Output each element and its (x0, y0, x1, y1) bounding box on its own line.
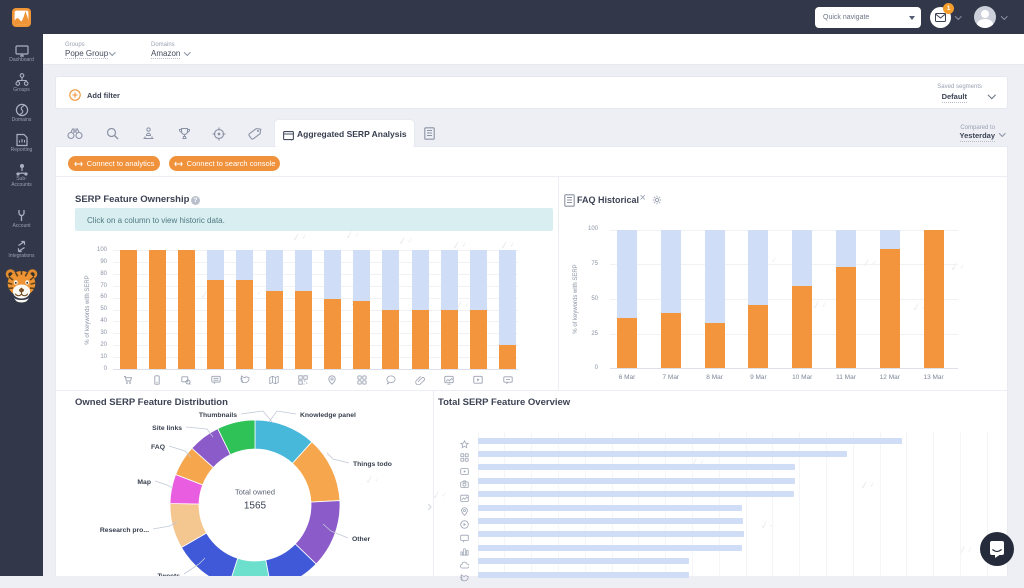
svg-text:1565: 1565 (244, 501, 267, 512)
svg-text:FAQ: FAQ (151, 444, 165, 451)
svg-text:Map: Map (137, 479, 151, 486)
svg-text:Research pro...: Research pro... (100, 527, 149, 534)
svg-text:Tweets: Tweets (157, 573, 180, 576)
svg-text:Site links: Site links (152, 425, 182, 432)
svg-text:Total owned: Total owned (235, 488, 275, 497)
svg-text:Things todo: Things todo (353, 461, 392, 468)
svg-text:Other: Other (352, 536, 370, 543)
svg-text:Thumbnails: Thumbnails (199, 412, 237, 419)
svg-text:Knowledge panel: Knowledge panel (300, 412, 356, 419)
